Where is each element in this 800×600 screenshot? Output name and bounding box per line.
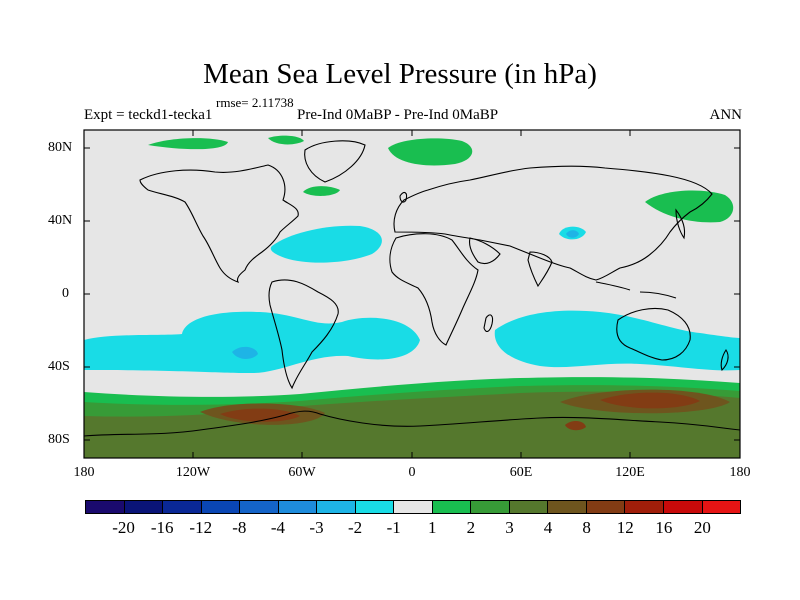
india-coast bbox=[527, 251, 553, 288]
lat-label-80n: 80N bbox=[48, 140, 73, 155]
colorbar-cell bbox=[278, 501, 318, 513]
antarctica-coast bbox=[84, 410, 740, 437]
pos-region-arctic-east bbox=[388, 138, 473, 166]
pos-region-8-12-east bbox=[600, 392, 700, 409]
lon-label-120e: 120E bbox=[615, 465, 645, 480]
lat-label-80s: 80S bbox=[48, 432, 70, 447]
colorbar-label: -2 bbox=[348, 518, 363, 537]
colorbar-cell bbox=[124, 501, 164, 513]
colorbar-cell bbox=[240, 501, 279, 513]
pos-region-8-12-small bbox=[565, 421, 586, 431]
colorbar-cell bbox=[317, 501, 356, 513]
greenland-coast bbox=[304, 140, 366, 183]
colorbar-cell bbox=[86, 501, 125, 513]
arabia-coast bbox=[468, 237, 501, 265]
pos-region-arctic-far-west bbox=[268, 135, 304, 145]
colorbar-cell bbox=[586, 501, 626, 513]
colorbar-label: -3 bbox=[309, 518, 324, 537]
lon-label-60w: 60W bbox=[288, 465, 316, 480]
indonesia-coast bbox=[595, 281, 677, 299]
colorbar-cell bbox=[163, 501, 202, 513]
pressure-field bbox=[84, 130, 740, 458]
neg-region-north-atlantic bbox=[270, 225, 382, 263]
australia-coast bbox=[616, 307, 691, 361]
colorbar-label: 16 bbox=[655, 518, 673, 537]
colorbar-cell bbox=[509, 501, 549, 513]
pos-region-arctic-west bbox=[148, 138, 228, 150]
neg-band-west bbox=[84, 311, 420, 374]
colorbar-cell bbox=[625, 501, 664, 513]
map-title: Mean Sea Level Pressure (in hPa) bbox=[203, 58, 597, 90]
neg-region-2-3-asia bbox=[566, 230, 579, 238]
experiment-label: Expt = teckd1-tecka1 bbox=[84, 107, 213, 123]
lon-label-180-east: 180 bbox=[729, 465, 751, 480]
colorbar-label: 1 bbox=[428, 518, 437, 537]
uk-coast bbox=[399, 191, 408, 203]
madagascar-coast bbox=[483, 314, 494, 333]
colorbar-label: 3 bbox=[505, 518, 514, 537]
north-america-coast bbox=[139, 164, 299, 283]
new-zealand-coast bbox=[720, 349, 729, 372]
lon-label-0: 0 bbox=[408, 465, 416, 480]
colorbar-cell bbox=[702, 501, 741, 513]
colorbar-label: -16 bbox=[150, 518, 174, 537]
colorbar-cell bbox=[471, 501, 510, 513]
colorbar-label: 20 bbox=[693, 518, 711, 537]
pos-region-north-atlantic bbox=[303, 186, 340, 196]
colorbar-label: -20 bbox=[112, 518, 135, 537]
lat-label-40n: 40N bbox=[48, 213, 73, 228]
africa-coast bbox=[389, 233, 479, 346]
lon-label-60e: 60E bbox=[509, 465, 533, 480]
colorbar-label: -4 bbox=[270, 518, 286, 537]
neg-region-2-3-pacific bbox=[232, 346, 258, 360]
colorbar-label: 2 bbox=[466, 518, 476, 537]
colorbar bbox=[85, 500, 741, 514]
rmse-label: rmse= 2.11738 bbox=[216, 95, 294, 110]
season-label: ANN bbox=[709, 107, 743, 123]
colorbar-cell bbox=[355, 501, 395, 513]
pos-region-8-12-west bbox=[220, 408, 300, 422]
pos-band-3-4 bbox=[84, 391, 740, 458]
colorbar-label: -1 bbox=[386, 518, 401, 537]
lat-label-40s: 40S bbox=[48, 359, 70, 374]
japan-coast bbox=[675, 208, 686, 240]
pos-region-north-pacific bbox=[645, 190, 734, 223]
eurasia-coast bbox=[393, 165, 713, 281]
colorbar-label: 8 bbox=[582, 518, 591, 537]
colorbar-label: 4 bbox=[543, 518, 553, 537]
coastlines bbox=[84, 140, 740, 437]
colorbar-label: -12 bbox=[189, 518, 213, 537]
lon-label-180-west: 180 bbox=[73, 465, 95, 480]
colorbar-cell bbox=[394, 501, 433, 513]
colorbar-cell bbox=[432, 501, 472, 513]
colorbar-label: -8 bbox=[232, 518, 247, 537]
axis-ticks bbox=[84, 130, 740, 458]
comparison-label: Pre-Ind 0MaBP - Pre-Ind 0MaBP bbox=[297, 107, 499, 123]
colorbar-label: 12 bbox=[616, 518, 634, 537]
colorbar-cell bbox=[548, 501, 587, 513]
lat-label-0: 0 bbox=[62, 286, 69, 301]
lon-label-120w: 120W bbox=[175, 465, 211, 480]
colorbar-cell bbox=[663, 501, 703, 513]
colorbar-cell bbox=[201, 501, 241, 513]
south-america-coast bbox=[268, 279, 339, 390]
